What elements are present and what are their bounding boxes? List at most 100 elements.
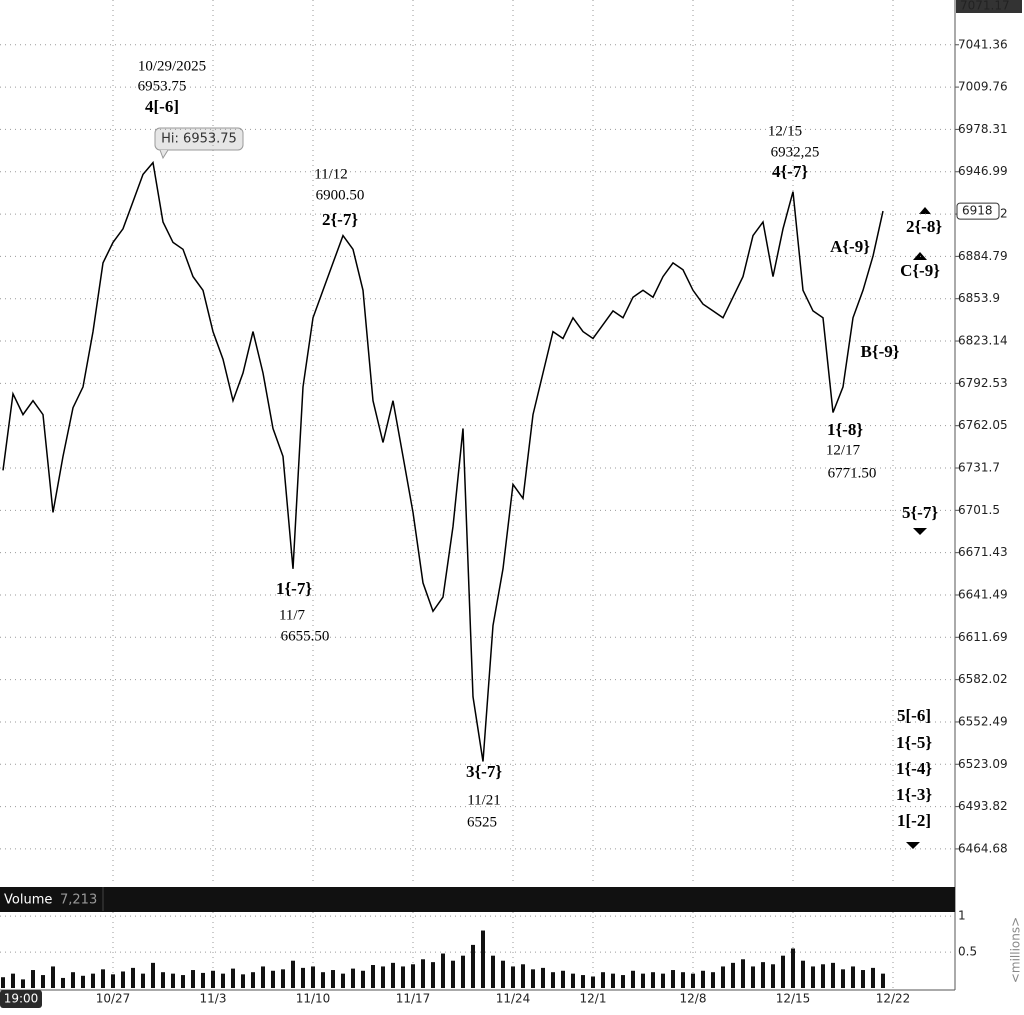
annotation: 1{-5} xyxy=(896,733,932,752)
volume-bar xyxy=(741,959,745,988)
volume-bar xyxy=(121,971,125,988)
x-tick-label: 11/3 xyxy=(200,992,227,1006)
annotation: C{-9} xyxy=(900,261,940,280)
volume-bar xyxy=(41,975,45,988)
volume-bar xyxy=(721,966,725,988)
annotation: 3{-7} xyxy=(466,762,502,781)
volume-bar xyxy=(11,973,15,988)
annotation: 1[-2] xyxy=(897,811,931,830)
y-limit-label: 7071.17 xyxy=(960,0,1010,13)
annotation: A{-9} xyxy=(830,237,870,256)
arrow-up xyxy=(919,207,931,214)
volume-bar xyxy=(251,972,255,988)
annotation: B{-9} xyxy=(861,342,900,361)
x-tick-label: 12/1 xyxy=(580,992,607,1006)
volume-bar xyxy=(191,970,195,988)
annotation: 1{-4} xyxy=(896,759,932,778)
volume-bar xyxy=(51,966,55,988)
annotation: 11/12 xyxy=(314,166,348,182)
annotation: 1{-8} xyxy=(827,420,863,439)
volume-bar xyxy=(781,955,785,988)
y-tick-label: 6884.79 xyxy=(958,249,1008,263)
volume-bar xyxy=(771,964,775,988)
volume-bar xyxy=(791,948,795,988)
y-tick-label: 6641.49 xyxy=(958,587,1008,601)
volume-bar xyxy=(701,970,705,988)
volume-bar xyxy=(761,962,765,988)
volume-bar xyxy=(511,966,515,988)
annotation: 6900.50 xyxy=(316,187,365,203)
volume-bar xyxy=(211,970,215,988)
volume-bar xyxy=(241,974,245,988)
volume-bar xyxy=(751,966,755,988)
time-box xyxy=(0,990,42,1008)
volume-bar xyxy=(291,960,295,988)
y-tick-label: 6552.49 xyxy=(958,714,1008,728)
volume-bar xyxy=(471,944,475,988)
volume-bar xyxy=(391,962,395,988)
volume-bar xyxy=(281,969,285,988)
volume-bar xyxy=(621,975,625,988)
annotation: 6525 xyxy=(467,814,497,830)
volume-bar xyxy=(341,973,345,988)
volume-unit: <millions> xyxy=(1009,917,1023,983)
volume-bar xyxy=(351,968,355,988)
volume-bar xyxy=(61,977,65,988)
y-tick-label: 6853.9 xyxy=(958,291,1000,305)
annotation: 5[-6] xyxy=(897,706,931,725)
x-tick-label: 12/15 xyxy=(776,992,811,1006)
volume-bar xyxy=(141,973,145,988)
volume-bar xyxy=(231,968,235,988)
x-tick-label: 11/17 xyxy=(396,992,431,1006)
volume-bar xyxy=(641,973,645,988)
y-tick-label: 6701.5 xyxy=(958,503,1000,517)
annotation: 2{-7} xyxy=(322,210,358,229)
volume-bar xyxy=(421,959,425,988)
volume-bar xyxy=(731,962,735,988)
volume-bar xyxy=(221,973,225,988)
y-tick-label: 6762.05 xyxy=(958,418,1008,432)
volume-bar xyxy=(431,962,435,988)
hi-label: Hi: 6953.75 xyxy=(161,132,237,147)
volume-bar xyxy=(101,969,105,988)
y-tick-label: 6792.53 xyxy=(958,376,1008,390)
volume-bar xyxy=(811,966,815,988)
volume-bar xyxy=(531,969,535,988)
volume-bar xyxy=(831,962,835,988)
y-tick-label: 7041.36 xyxy=(958,37,1008,51)
volume-bar xyxy=(331,970,335,988)
volume-bar xyxy=(171,973,175,988)
volume-bar xyxy=(691,973,695,988)
volume-bar xyxy=(361,970,365,988)
annotation: 10/29/2025 xyxy=(138,58,206,74)
volume-bar xyxy=(151,962,155,988)
y-tick-label: 6493.82 xyxy=(958,799,1008,813)
annotation: 2{-8} xyxy=(906,217,942,236)
volume-bar xyxy=(301,967,305,988)
volume-bar xyxy=(591,976,595,988)
volume-bar xyxy=(551,972,555,988)
y-tick-label: 6731.7 xyxy=(958,461,1000,475)
volume-bar xyxy=(521,964,525,988)
volume-bar xyxy=(661,973,665,988)
y-tick-label: 6671.43 xyxy=(958,545,1008,559)
volume-bar xyxy=(181,975,185,988)
volume-bar xyxy=(321,972,325,988)
y-tick-label: 0.5 xyxy=(958,945,977,959)
annotation: 4[-6] xyxy=(145,97,179,116)
volume-bar xyxy=(81,975,85,988)
volume-bar xyxy=(411,964,415,988)
volume-bar xyxy=(271,970,275,988)
annotation: 1{-7} xyxy=(276,579,312,598)
time-label: 19:00 xyxy=(4,992,39,1006)
volume-bar xyxy=(611,973,615,988)
annotation: 12/17 xyxy=(826,442,861,458)
volume-bar xyxy=(601,972,605,988)
annotation: 6953.75 xyxy=(138,78,187,94)
volume-bar xyxy=(851,966,855,988)
volume-bar xyxy=(631,970,635,988)
volume-bar xyxy=(161,972,165,988)
last-price: 6918 xyxy=(962,204,993,218)
annotation: 4{-7} xyxy=(772,162,808,181)
